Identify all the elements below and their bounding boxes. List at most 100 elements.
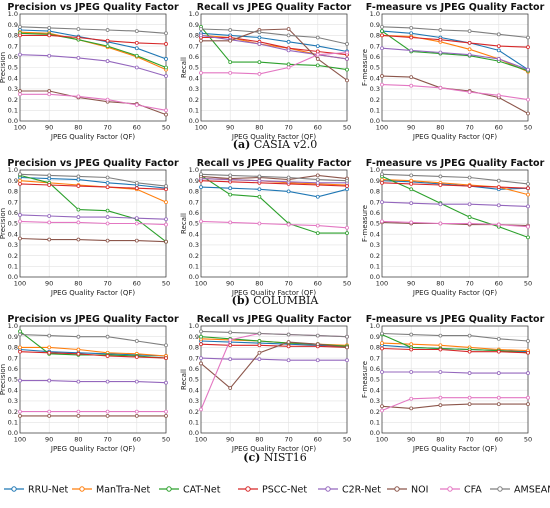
y-tick-label: 0.2 <box>370 408 380 416</box>
data-point-cfa <box>164 222 168 227</box>
y-tick-label: 0.7 <box>8 42 18 50</box>
x-tick-label: 50 <box>524 280 532 288</box>
data-point-rru-net <box>257 35 262 40</box>
data-point-c2r-net <box>18 378 22 383</box>
data-point-cfa <box>380 219 384 224</box>
data-point-cfa <box>438 221 443 226</box>
data-point-pscc-net <box>134 186 139 191</box>
data-point-cfa <box>380 82 384 87</box>
data-point-noi <box>526 111 530 116</box>
data-point-amseanet <box>257 30 262 35</box>
data-point-cfa <box>286 222 291 227</box>
series-line-cfa <box>381 84 529 101</box>
x-axis-label: JPEG Quality Factor (QF) <box>50 445 136 453</box>
subfigure-caption: (a) CASIA v2.0 <box>233 138 317 151</box>
data-point-c2r-net <box>134 65 139 70</box>
data-point-rru-net <box>345 187 349 192</box>
legend-label: NOI <box>411 485 428 496</box>
y-tick-label: 1.0 <box>8 166 18 174</box>
data-point-cfa <box>526 97 530 102</box>
series-line-c2r-net <box>381 201 529 207</box>
data-point-rru-net <box>257 187 262 192</box>
x-tick-label: 100 <box>14 436 26 444</box>
data-point-noi <box>228 176 233 181</box>
x-tick-label: 50 <box>343 436 351 444</box>
y-tick-label: 0.5 <box>370 220 380 228</box>
data-point-noi <box>409 406 414 411</box>
data-point-c2r-net <box>409 370 414 374</box>
data-point-c2r-net <box>496 371 501 375</box>
y-tick-label: 0.0 <box>8 273 18 281</box>
data-point-c2r-net <box>286 48 291 53</box>
y-tick-label: 0.8 <box>8 188 18 196</box>
x-tick-label: 100 <box>376 280 388 288</box>
y-tick-label: 0.9 <box>189 177 199 185</box>
data-point-cfa <box>76 94 81 99</box>
data-point-noi <box>164 413 168 418</box>
data-point-c2r-net <box>164 380 168 385</box>
y-tick-label: 0.5 <box>8 220 18 228</box>
x-tick-label: 90 <box>407 436 415 444</box>
x-tick-label: 60 <box>133 124 141 132</box>
plot-frame <box>381 325 529 434</box>
chart-panel-recall-3: 0.0 0.1 0.2 0.3 0.4 0.5 0.6 0.7 0.8 0.9 1.0 100 90 80… <box>180 314 352 453</box>
legend: RRU-Net ManTra-Net CAT-Net PSCC-Net C2R-Net N… <box>4 485 550 496</box>
data-point-c2r-net <box>76 215 81 219</box>
data-point-pscc-net <box>380 346 384 351</box>
legend-swatch-marker <box>79 486 85 492</box>
y-tick-label: 0.2 <box>189 96 199 104</box>
series-line-rru-net <box>381 30 529 71</box>
y-tick-label: 0.3 <box>189 397 199 405</box>
data-point-cfa <box>409 396 414 401</box>
data-point-pscc-net <box>526 186 530 191</box>
subfigure-caption: (c) NIST16 <box>243 451 306 464</box>
y-tick-label: 0.9 <box>8 21 18 29</box>
x-tick-label: 90 <box>226 124 234 132</box>
data-point-cfa <box>105 221 110 226</box>
x-tick-label: 80 <box>436 436 444 444</box>
y-tick-label: 0.5 <box>189 64 199 72</box>
y-tick-label: 1.0 <box>370 166 380 174</box>
series-line-mantra-net <box>381 179 529 196</box>
data-point-amseanet <box>76 27 81 31</box>
y-tick-label: 0.0 <box>189 273 199 281</box>
y-tick-label: 0.1 <box>370 419 380 427</box>
y-tick-label: 1.0 <box>189 322 199 330</box>
data-point-pscc-net <box>228 343 233 348</box>
y-tick-label: 0.3 <box>370 241 380 249</box>
series-line-cat-net <box>19 174 167 243</box>
data-point-c2r-net <box>526 67 530 72</box>
data-point-amseanet <box>47 26 52 30</box>
y-axis-label: Precision <box>0 52 7 83</box>
data-point-cfa <box>76 220 81 225</box>
legend-label: CFA <box>464 485 482 496</box>
series-line-c2r-net <box>200 34 348 60</box>
data-point-cfa <box>228 220 233 225</box>
data-point-pscc-net <box>380 180 384 185</box>
chart-title: Recall vs JPEG Quality Factor <box>197 314 352 325</box>
chart-panel-f-measure-2: 0.0 0.1 0.2 0.3 0.4 0.5 0.6 0.7 0.8 0.9 1.0 100 90 80… <box>361 158 545 297</box>
data-point-pscc-net <box>105 354 110 358</box>
data-point-mantra-net <box>164 200 168 205</box>
data-point-pscc-net <box>134 40 139 45</box>
x-axis-label: JPEG Quality Factor (QF) <box>412 133 498 141</box>
data-point-noi <box>164 239 168 244</box>
chart-title: F-measure vs JPEG Quality Factor <box>366 314 545 325</box>
data-point-cfa <box>105 97 110 102</box>
data-point-amseanet <box>286 33 291 38</box>
data-point-c2r-net <box>380 370 384 374</box>
data-point-noi <box>380 74 384 78</box>
data-point-cfa <box>496 93 501 98</box>
y-tick-label: 0.2 <box>189 408 199 416</box>
data-point-mantra-net <box>380 341 384 346</box>
data-point-mantra-net <box>438 343 443 348</box>
data-point-amseanet <box>496 32 501 37</box>
data-point-cfa <box>76 409 81 414</box>
data-point-cat-net <box>257 194 262 199</box>
data-point-cfa <box>345 50 349 55</box>
data-point-pscc-net <box>467 40 472 45</box>
chart-title: F-measure vs JPEG Quality Factor <box>366 158 545 169</box>
data-point-amseanet <box>467 333 472 338</box>
x-tick-label: 60 <box>495 124 503 132</box>
